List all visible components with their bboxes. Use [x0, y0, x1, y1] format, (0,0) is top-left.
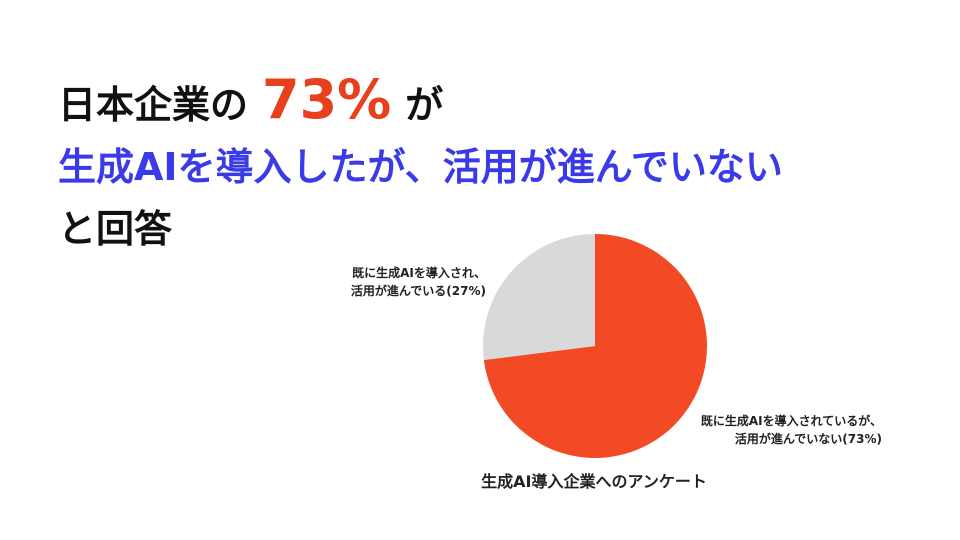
headline-text: 日本企業の	[58, 83, 249, 127]
headline-line: 日本企業の 73% が	[58, 68, 443, 131]
pie-slice	[483, 234, 595, 361]
headline-text: が	[405, 83, 444, 127]
pie-slice	[483, 234, 707, 458]
slice-label: 既に生成AIを導入され、 活用が進んでいる(27%)	[350, 266, 486, 298]
headline-line: と回答	[58, 207, 173, 251]
slice-label: 既に生成AIを導入されているが、 活用が進んでいない(73%)	[700, 414, 882, 446]
headline-highlight: 73%	[262, 68, 392, 131]
headline-line: 生成AIを導入したが、活用が進んでいない	[58, 145, 783, 189]
chart-title: 生成AI導入企業へのアンケート	[481, 472, 707, 491]
